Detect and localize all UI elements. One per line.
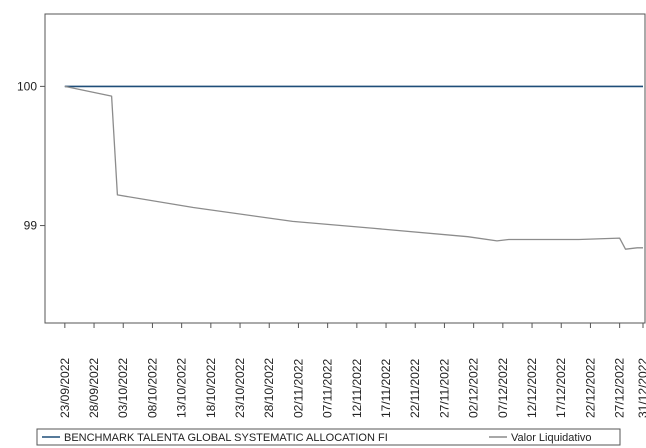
x-tick-label-2: 03/10/2022 (116, 358, 130, 418)
y-tick-label-0: 99 (24, 219, 38, 233)
x-tick-label-20: 31/12/2022 (636, 358, 646, 418)
x-tick-label-16: 12/12/2022 (525, 358, 539, 418)
legend: BENCHMARK TALENTA GLOBAL SYSTEMATIC ALLO… (37, 429, 620, 445)
x-tick-label-1: 28/09/2022 (87, 358, 101, 418)
x-tick-label-10: 12/11/2022 (350, 359, 364, 418)
x-tick-label-18: 22/12/2022 (583, 358, 597, 418)
x-tick-label-19: 27/12/2022 (613, 358, 627, 418)
x-tick-label-0: 23/09/2022 (58, 358, 72, 418)
x-tick-label-14: 02/12/2022 (467, 358, 481, 418)
x-tick-label-5: 18/10/2022 (204, 358, 218, 418)
plot-frame (45, 14, 645, 323)
series-line-valor-liquidativo (65, 86, 643, 249)
legend-label-benchmark: BENCHMARK TALENTA GLOBAL SYSTEMATIC ALLO… (64, 432, 388, 444)
x-tick-label-8: 02/11/2022 (291, 359, 305, 418)
x-tick-label-12: 22/11/2022 (408, 359, 422, 418)
y-axis: 99 100 (17, 79, 45, 232)
x-tick-label-7: 28/10/2022 (262, 358, 276, 418)
x-tick-label-17: 17/12/2022 (554, 358, 568, 418)
x-tick-label-4: 13/10/2022 (175, 358, 189, 418)
x-tick-label-11: 17/11/2022 (379, 359, 393, 418)
x-tick-label-6: 23/10/2022 (233, 358, 247, 418)
x-tick-label-3: 08/10/2022 (145, 358, 159, 418)
series-layer (65, 86, 643, 249)
legend-label-valor: Valor Liquidativo (511, 432, 592, 444)
x-axis: 23/09/2022 28/09/2022 03/10/2022 08/10/2022… (58, 323, 646, 418)
x-tick-label-15: 07/12/2022 (496, 358, 510, 418)
x-tick-label-13: 27/11/2022 (437, 359, 451, 418)
x-tick-label-9: 07/11/2022 (321, 359, 335, 418)
y-tick-label-1: 100 (17, 79, 37, 93)
